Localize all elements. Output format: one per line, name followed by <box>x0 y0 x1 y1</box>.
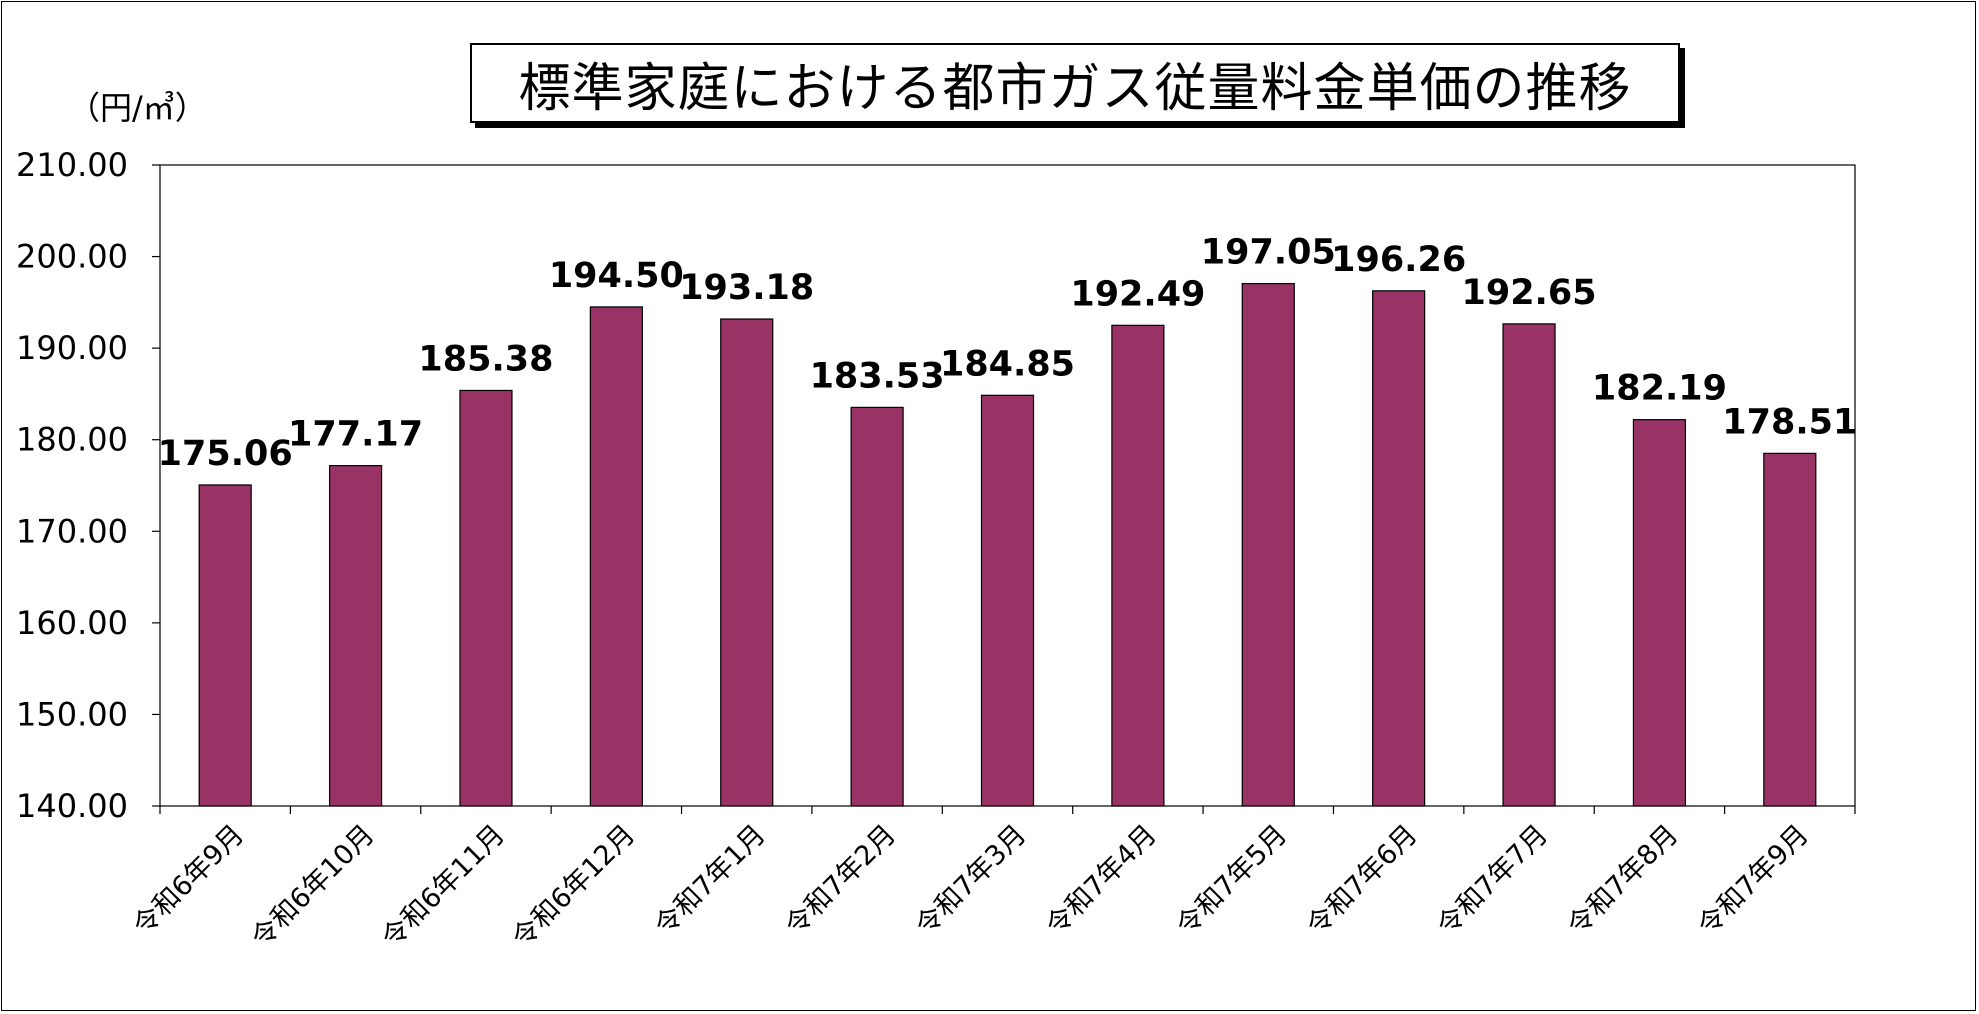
y-axis-unit-label: （円/㎥） <box>68 89 207 127</box>
data-label: 192.65 <box>1462 273 1597 313</box>
data-label: 183.53 <box>810 356 945 396</box>
data-label: 197.05 <box>1201 233 1336 273</box>
x-axis: 令和6年9月令和6年10月令和6年11月令和6年12月 令和7年1月 令和7年2月令… <box>128 806 1856 954</box>
bar <box>328 465 383 807</box>
data-label: 175.06 <box>158 434 293 474</box>
bar <box>198 484 252 807</box>
x-category-label: 令和7年8月 <box>1562 819 1685 942</box>
x-category-label: 令和7年9月 <box>1692 819 1815 942</box>
bar <box>1111 324 1165 807</box>
bar <box>459 389 513 807</box>
y-tick-label: 170.00 <box>16 512 128 550</box>
x-category-label: 令和6年10月 <box>246 819 381 954</box>
y-tick-label: 150.00 <box>16 695 128 733</box>
data-label: 182.19 <box>1592 369 1727 409</box>
data-label: 196.26 <box>1331 240 1466 280</box>
bar <box>720 318 774 807</box>
data-label: 192.49 <box>1070 274 1205 314</box>
x-category-label: 令和7年4月 <box>1040 819 1163 942</box>
y-tick-label: 190.00 <box>16 329 128 367</box>
bar <box>980 394 1035 807</box>
y-axis: 140.00 150.00 160.00 170.00 180.00 190.00 200.… <box>16 146 1856 825</box>
bar <box>589 306 643 807</box>
chart-title: 標準家庭における都市ガス従量料金単価の推移 <box>470 43 1680 123</box>
data-label: 193.18 <box>679 268 814 308</box>
x-category-label: 令和7年3月 <box>910 819 1033 942</box>
bar <box>1502 323 1556 807</box>
x-category-label: 令和6年9月 <box>128 819 251 942</box>
x-category-label: 令和7年6月 <box>1301 819 1424 942</box>
data-label: 194.50 <box>549 256 684 296</box>
bar <box>1372 290 1426 807</box>
data-label: 185.38 <box>418 339 553 379</box>
data-label: 184.85 <box>940 344 1075 384</box>
bar <box>1632 419 1687 807</box>
y-tick-label: 210.00 <box>16 146 128 184</box>
bar <box>1241 282 1295 807</box>
data-label: 177.17 <box>288 415 423 455</box>
x-category-label: 令和7年7月 <box>1431 819 1554 942</box>
x-category-label: 令和6年12月 <box>507 819 642 954</box>
bar <box>850 406 904 807</box>
x-category-label: 令和7年1月 <box>649 819 772 942</box>
data-label: 178.51 <box>1722 402 1857 442</box>
y-tick-label: 140.00 <box>16 787 128 825</box>
y-tick-label: 180.00 <box>16 421 128 459</box>
x-category-label: 令和6年11月 <box>376 819 511 954</box>
y-tick-label: 200.00 <box>16 238 128 276</box>
x-category-label: 令和7年2月 <box>779 819 902 942</box>
x-category-label: 令和7年5月 <box>1171 819 1294 942</box>
y-tick-label: 160.00 <box>16 604 128 642</box>
bar <box>1763 452 1817 807</box>
